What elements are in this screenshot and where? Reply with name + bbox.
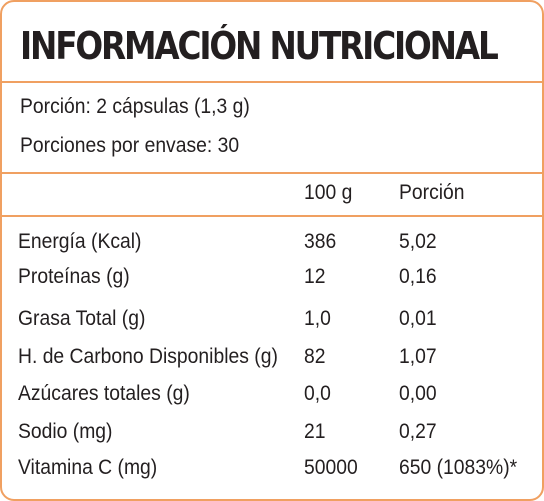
value-per-100g: 1,0 bbox=[304, 307, 331, 330]
value-per-portion: 650 (1083%)* bbox=[399, 456, 518, 479]
divider-title bbox=[2, 81, 542, 83]
value-per-100g: 386 bbox=[304, 230, 337, 253]
value-per-100g: 12 bbox=[304, 265, 326, 288]
header-per-100g: 100 g bbox=[304, 181, 353, 204]
nutrient-name: Sodio (mg) bbox=[18, 420, 113, 443]
panel-title: INFORMACIÓN NUTRICIONAL bbox=[20, 24, 499, 68]
nutrient-name: Azúcares totales (g) bbox=[18, 382, 190, 405]
servings-per-container: Porciones por envase: 30 bbox=[20, 134, 240, 157]
value-per-portion: 0,16 bbox=[399, 265, 437, 288]
value-per-portion: 1,07 bbox=[399, 345, 437, 368]
value-per-portion: 5,02 bbox=[399, 230, 437, 253]
header-per-portion: Porción bbox=[399, 181, 465, 204]
value-per-100g: 50000 bbox=[304, 456, 358, 479]
nutrient-name: Proteínas (g) bbox=[18, 265, 130, 288]
value-per-100g: 21 bbox=[304, 420, 326, 443]
value-per-100g: 82 bbox=[304, 345, 326, 368]
value-per-portion: 0,00 bbox=[399, 382, 437, 405]
divider-serving bbox=[2, 172, 542, 174]
nutrient-name: Vitamina C (mg) bbox=[18, 456, 158, 479]
nutrient-name: H. de Carbono Disponibles (g) bbox=[18, 345, 278, 368]
nutrient-name: Energía (Kcal) bbox=[18, 230, 142, 253]
serving-size: Porción: 2 cápsulas (1,3 g) bbox=[20, 95, 250, 118]
nutrient-name: Grasa Total (g) bbox=[18, 307, 146, 330]
value-per-portion: 0,27 bbox=[399, 420, 437, 443]
value-per-100g: 0,0 bbox=[304, 382, 331, 405]
divider-header bbox=[2, 215, 542, 217]
value-per-portion: 0,01 bbox=[399, 307, 437, 330]
